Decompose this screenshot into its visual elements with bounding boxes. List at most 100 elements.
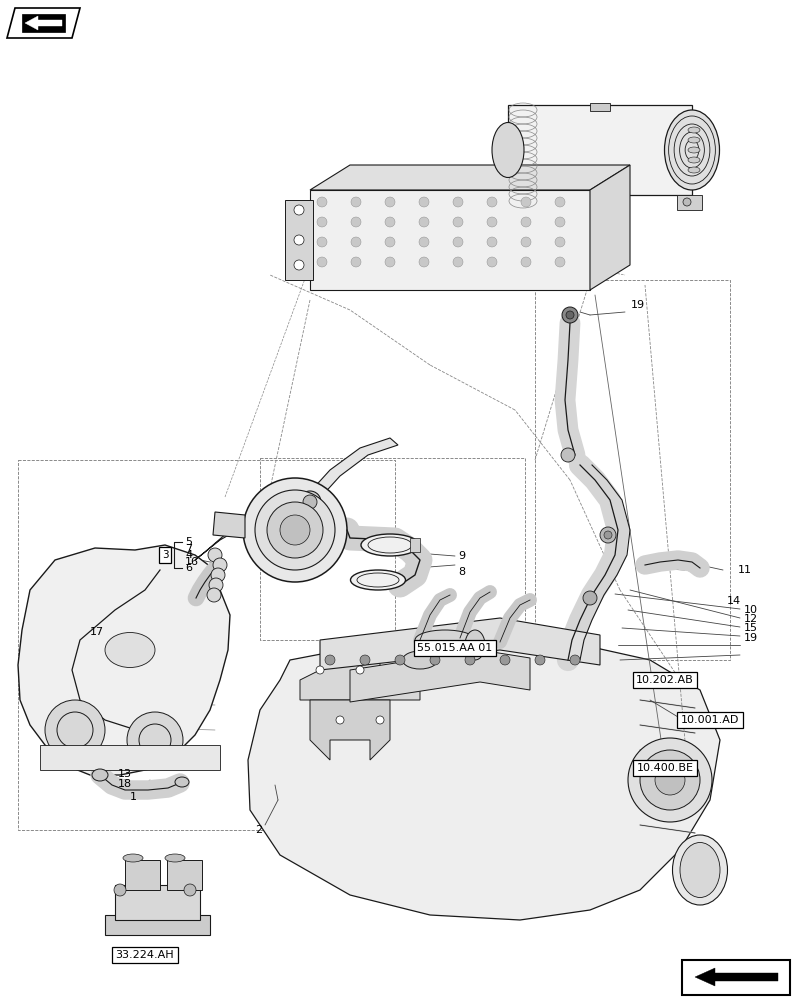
Circle shape	[453, 217, 462, 227]
Circle shape	[627, 738, 711, 822]
Circle shape	[453, 257, 462, 267]
Ellipse shape	[679, 842, 719, 897]
Circle shape	[430, 655, 440, 665]
Ellipse shape	[92, 769, 108, 781]
Polygon shape	[350, 650, 530, 702]
Ellipse shape	[687, 147, 699, 153]
Circle shape	[114, 884, 126, 896]
Circle shape	[521, 217, 530, 227]
Polygon shape	[195, 500, 315, 560]
Text: 11: 11	[737, 565, 751, 575]
Circle shape	[350, 237, 361, 247]
Polygon shape	[18, 545, 230, 775]
Ellipse shape	[303, 495, 316, 509]
Circle shape	[534, 655, 544, 665]
Circle shape	[453, 197, 462, 207]
Polygon shape	[22, 14, 65, 32]
Text: 13: 13	[118, 769, 132, 779]
Circle shape	[384, 257, 394, 267]
Text: 14: 14	[726, 596, 740, 606]
Ellipse shape	[298, 491, 320, 513]
Polygon shape	[310, 700, 389, 760]
Ellipse shape	[122, 854, 143, 862]
Circle shape	[316, 257, 327, 267]
Circle shape	[418, 217, 428, 227]
Circle shape	[682, 198, 690, 206]
Circle shape	[418, 197, 428, 207]
Circle shape	[603, 531, 611, 539]
Bar	[285, 200, 312, 280]
Bar	[590, 103, 609, 111]
Circle shape	[316, 197, 327, 207]
Ellipse shape	[402, 651, 437, 669]
Circle shape	[280, 515, 310, 545]
Circle shape	[565, 311, 573, 319]
Circle shape	[275, 532, 285, 542]
Polygon shape	[681, 960, 789, 995]
Circle shape	[294, 235, 303, 245]
Circle shape	[315, 666, 324, 674]
Text: 9: 9	[457, 551, 465, 561]
Ellipse shape	[687, 167, 699, 173]
Polygon shape	[25, 16, 62, 30]
Text: 2: 2	[255, 825, 262, 835]
Circle shape	[487, 257, 496, 267]
Circle shape	[384, 217, 394, 227]
Circle shape	[336, 716, 344, 724]
Text: 5: 5	[185, 537, 191, 547]
Circle shape	[255, 490, 335, 570]
Ellipse shape	[350, 570, 405, 590]
Text: 33.224.AH: 33.224.AH	[115, 950, 174, 960]
Bar	[105, 915, 210, 935]
Bar	[410, 538, 419, 552]
Circle shape	[242, 478, 346, 582]
Bar	[676, 195, 702, 210]
Ellipse shape	[414, 630, 474, 650]
Polygon shape	[299, 660, 419, 700]
Circle shape	[294, 260, 303, 270]
Circle shape	[487, 197, 496, 207]
Text: 10.001.AD: 10.001.AD	[680, 715, 738, 725]
Ellipse shape	[687, 137, 699, 143]
Circle shape	[487, 237, 496, 247]
Circle shape	[418, 237, 428, 247]
Circle shape	[521, 257, 530, 267]
Text: 16: 16	[185, 557, 199, 567]
Bar	[167, 860, 202, 890]
Circle shape	[384, 237, 394, 247]
Ellipse shape	[175, 777, 189, 787]
Circle shape	[639, 750, 699, 810]
Text: 7: 7	[185, 544, 192, 554]
Ellipse shape	[687, 157, 699, 163]
Circle shape	[561, 307, 577, 323]
Circle shape	[521, 237, 530, 247]
Circle shape	[316, 237, 327, 247]
Ellipse shape	[663, 110, 719, 190]
Text: 55.015.AA 01: 55.015.AA 01	[417, 643, 492, 653]
Circle shape	[375, 716, 384, 724]
Circle shape	[316, 217, 327, 227]
Polygon shape	[7, 8, 80, 38]
Circle shape	[350, 257, 361, 267]
Circle shape	[207, 588, 221, 602]
Circle shape	[267, 502, 323, 558]
Polygon shape	[247, 635, 719, 920]
Circle shape	[350, 197, 361, 207]
Circle shape	[500, 655, 509, 665]
Circle shape	[521, 197, 530, 207]
Ellipse shape	[105, 633, 155, 668]
Text: 8: 8	[457, 567, 465, 577]
Text: 19: 19	[743, 633, 757, 643]
Circle shape	[554, 257, 564, 267]
Circle shape	[654, 765, 684, 795]
Ellipse shape	[165, 854, 185, 862]
Circle shape	[554, 237, 564, 247]
Polygon shape	[320, 618, 599, 670]
Circle shape	[394, 655, 405, 665]
Circle shape	[57, 712, 93, 748]
Ellipse shape	[465, 630, 484, 660]
Polygon shape	[212, 512, 245, 538]
Text: 19: 19	[630, 300, 644, 310]
Circle shape	[212, 558, 227, 572]
Bar	[508, 105, 691, 195]
